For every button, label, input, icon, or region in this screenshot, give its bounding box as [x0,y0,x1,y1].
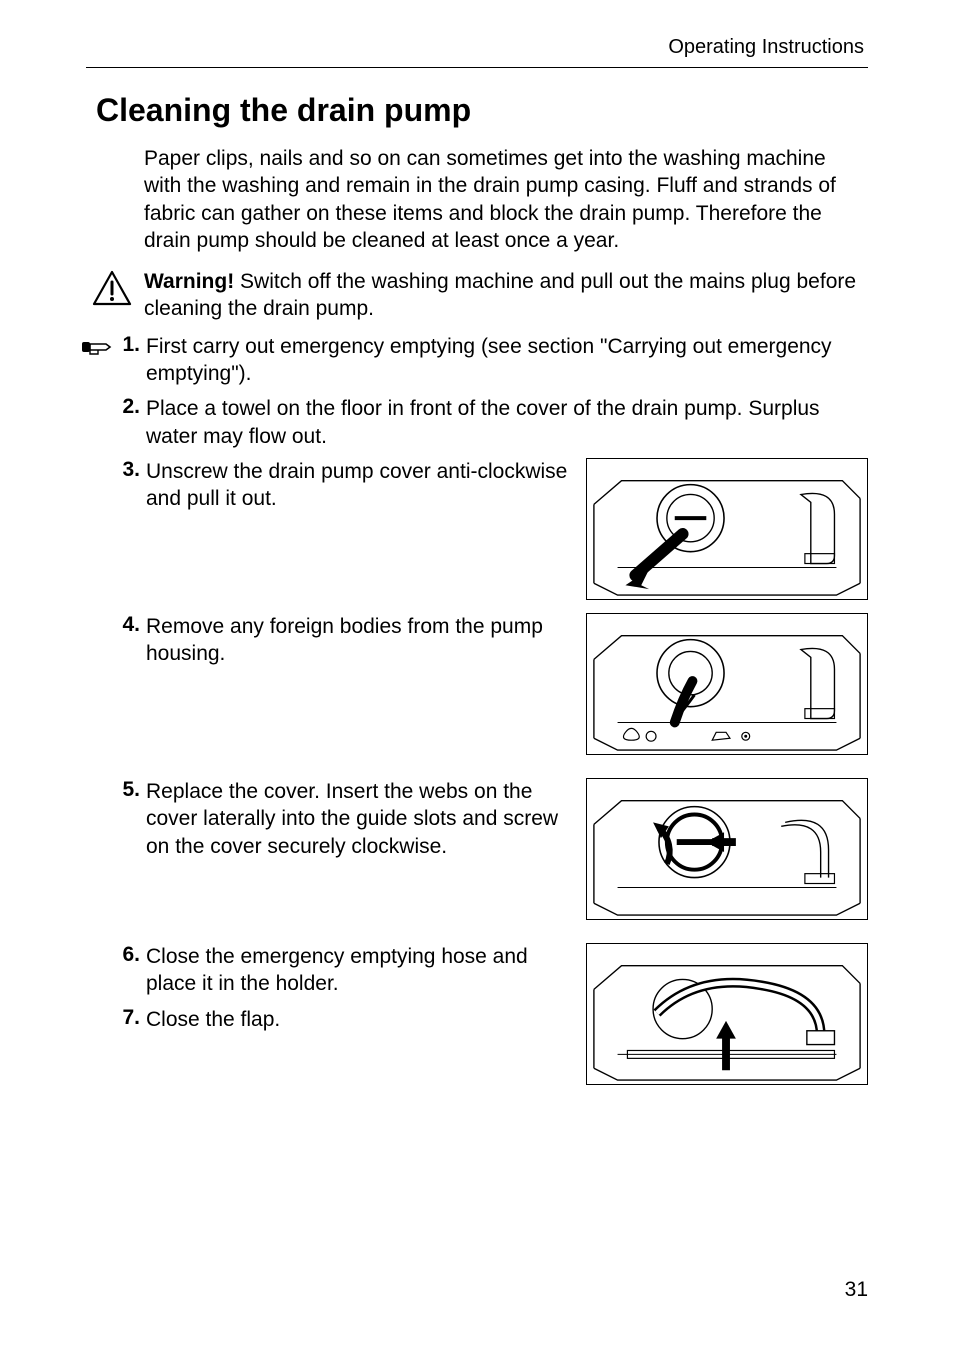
step-5: 5. Replace the cover. Insert the webs on… [86,778,568,860]
running-head: Operating Instructions [86,36,868,59]
step-4-block: 4. Remove any foreign bodies from the pu… [86,613,868,760]
warning-block: Warning! Switch off the washing machine … [92,268,868,323]
step-number: 3. [114,458,140,482]
figure-unscrew-cover [586,458,868,600]
step-1: 1. First carry out emergency emptying (s… [86,333,868,388]
warning-triangle-icon [92,268,134,311]
step-text: Close the flap. [146,1006,568,1033]
step-text: Place a towel on the floor in front of t… [146,395,868,450]
step-number: 4. [114,613,140,637]
figure-replace-cover [586,778,868,920]
step-3-block: 3. Unscrew the drain pump cover anti-clo… [86,458,868,605]
warning-label: Warning! [144,270,234,293]
figure-close-flap [586,943,868,1085]
manual-page: Operating Instructions Cleaning the drai… [0,0,954,1352]
figure-remove-debris [586,613,868,755]
step-text: Replace the cover. Insert the webs on th… [146,778,568,860]
step-6-7-block: 6. Close the emergency emptying hose and… [86,943,868,1090]
step-text: Close the emergency emptying hose and pl… [146,943,568,998]
section-title: Cleaning the drain pump [96,92,868,129]
step-5-block: 5. Replace the cover. Insert the webs on… [86,778,868,925]
step-number: 1. [114,333,140,357]
step-text: Unscrew the drain pump cover anti-clockw… [146,458,568,513]
step-number: 6. [114,943,140,967]
step-2: 2. Place a towel on the floor in front o… [86,395,868,450]
step-text: First carry out emergency emptying (see … [146,333,868,388]
step-3: 3. Unscrew the drain pump cover anti-clo… [86,458,568,513]
step-7: 7. Close the flap. [86,1006,568,1033]
header-rule [86,67,868,68]
step-number: 7. [114,1006,140,1030]
step-text: Remove any foreign bodies from the pump … [146,613,568,668]
intro-paragraph: Paper clips, nails and so on can sometim… [144,145,868,254]
warning-body: Switch off the washing machine and pull … [144,270,856,320]
step-6: 6. Close the emergency emptying hose and… [86,943,568,998]
page-number: 31 [845,1278,868,1302]
step-4: 4. Remove any foreign bodies from the pu… [86,613,568,668]
step-number: 2. [114,395,140,419]
step-number: 5. [114,778,140,802]
pointing-hand-icon [80,333,114,363]
warning-text: Warning! Switch off the washing machine … [144,268,868,323]
